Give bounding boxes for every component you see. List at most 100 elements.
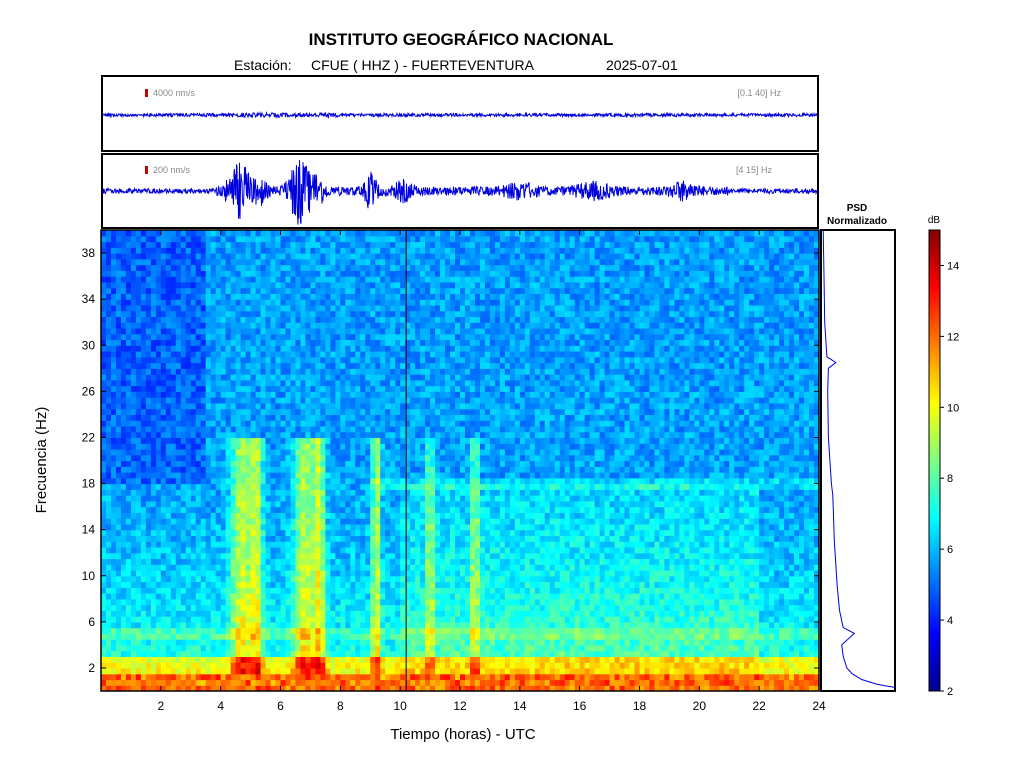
heatmap-cell [205,402,212,410]
heatmap-cell [140,616,147,623]
heatmap-cell [240,564,247,571]
heatmap-cell [270,581,277,588]
heatmap-cell [340,431,346,439]
heatmap-cell [355,633,361,640]
heatmap-cell [225,495,232,502]
heatmap-cell [155,616,162,623]
heatmap-cell [200,495,207,502]
heatmap-cell [101,529,107,537]
heatmap-cell [315,460,321,467]
heatmap-cell [405,495,411,502]
heatmap-cell [165,402,172,410]
heatmap-cell [175,673,182,681]
heatmap-cell [180,454,187,462]
heatmap-cell [110,593,117,600]
heatmap-cell [150,477,157,485]
heatmap-cell [390,477,396,485]
heatmap-cell [275,293,282,300]
heatmap-cell [340,472,346,479]
heatmap-cell [310,253,317,260]
heatmap-cell [245,356,252,364]
heatmap-cell [255,247,262,254]
heatmap-cell [150,351,157,358]
heatmap-cell [160,644,167,652]
heatmap-cell [275,247,282,254]
heatmap-cell [225,414,232,421]
heatmap-cell [330,518,336,525]
heatmap-cell [205,472,212,479]
heatmap-cell [105,437,112,444]
heatmap-cell [230,310,237,318]
heatmap-cell [150,512,157,519]
heatmap-cell [110,633,117,640]
heatmap-cell [300,581,307,588]
heatmap-cell [325,495,331,502]
heatmap-cell [315,610,321,617]
heatmap-cell [115,679,122,686]
heatmap-cell [360,316,366,323]
heatmap-cell [350,425,356,433]
heatmap-cell [170,472,177,479]
heatmap-cell [300,253,307,260]
heatmap-cell [375,351,381,358]
heatmap-cell [405,247,411,254]
heatmap-cell [185,448,192,456]
heatmap-cell [295,368,302,375]
heatmap-cell [210,604,217,611]
heatmap-cell [275,425,282,433]
heatmap-cell [405,460,411,467]
heatmap-cell [245,374,252,381]
heatmap-cell [135,414,142,421]
heatmap-cell [375,518,381,525]
heatmap-cell [295,644,302,652]
heatmap-cell [385,425,391,433]
heatmap-cell [205,466,212,473]
heatmap-cell [195,322,202,329]
heatmap-cell [405,598,411,606]
heatmap-cell [275,581,282,588]
heatmap-cell [185,616,192,623]
heatmap-cell [175,627,182,634]
heatmap-cell [240,420,247,427]
heatmap-cell [110,650,117,658]
heatmap-cell [180,633,187,640]
heatmap-cell [215,304,222,312]
heatmap-cell [115,667,122,675]
heatmap-cell [360,230,366,237]
heatmap-cell [280,483,287,490]
heatmap-cell [180,235,187,243]
heatmap-cell [395,333,401,341]
heatmap-cell [115,662,122,669]
heatmap-cell [335,362,341,369]
heatmap-cell [290,472,297,479]
heatmap-cell [405,425,411,433]
heatmap-cell [200,402,207,410]
heatmap-cell [360,270,366,277]
heatmap-cell [105,483,112,490]
heatmap-cell [101,639,107,646]
heatmap-cell [230,581,237,588]
heatmap-cell [110,345,117,352]
heatmap-cell [185,673,192,681]
heatmap-cell [235,356,242,364]
heatmap-cell [200,466,207,473]
heatmap-cell [370,408,376,415]
heatmap-cell [105,564,112,571]
heatmap-cell [280,310,287,318]
heatmap-cell [290,460,297,467]
heatmap-cell [145,379,152,387]
heatmap-cell [395,327,401,335]
heatmap-cell [295,258,302,266]
heatmap-cell [325,322,331,329]
heatmap-cell [240,379,247,387]
heatmap-cell [340,299,346,306]
heatmap-cell [285,616,292,623]
heatmap-cell [150,241,157,248]
heatmap-cell [200,385,207,392]
heatmap-cell [260,546,267,554]
heatmap-cell [285,575,292,583]
heatmap-cell [130,276,137,283]
heatmap-cell [400,679,406,686]
heatmap-cell [255,644,262,652]
heatmap-cell [365,541,371,548]
